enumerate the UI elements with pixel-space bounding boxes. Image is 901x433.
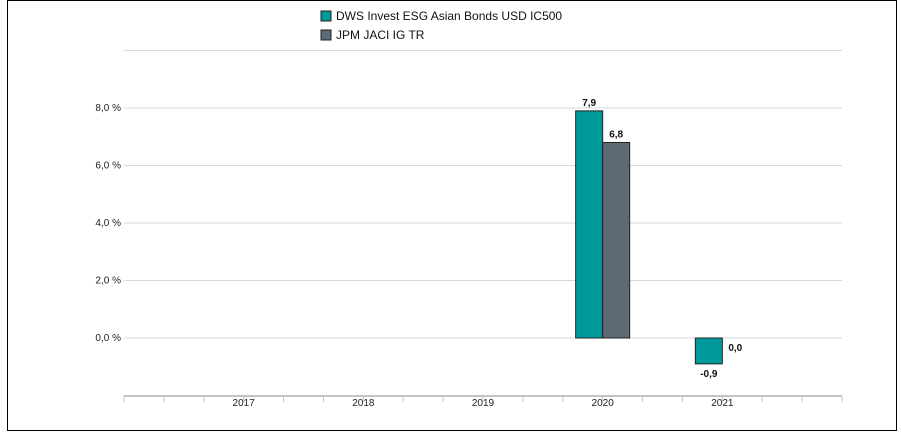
legend-swatch-jpm: [320, 29, 332, 41]
bar-2020-series-0: [575, 110, 604, 339]
y-tick-label: 2,0 %: [95, 276, 121, 287]
x-tick-label: 2017: [233, 398, 256, 409]
data-label-2020-series-1: 6,8: [609, 130, 623, 141]
y-tick-label: 0,0 %: [95, 333, 121, 344]
bar-2021-series-0: [694, 337, 723, 365]
y-tick-label: 4,0 %: [95, 218, 121, 229]
x-tick-label: 2020: [592, 398, 615, 409]
legend-swatch-dws: [320, 10, 332, 22]
grid-lines: [124, 50, 842, 339]
y-axis: 0,0 % 2,0 % 4,0 % 6,0 % 8,0 %: [95, 103, 121, 344]
data-label-2020-series-0: 7,9: [582, 98, 596, 109]
chart-frame: [7, 0, 897, 431]
x-tick-label: 2019: [472, 398, 495, 409]
data-label-2021-series-0: -0,9: [700, 369, 718, 380]
x-axis: 2017 2018 2019 2020 2021: [123, 395, 843, 409]
x-tick-label: 2021: [711, 398, 734, 409]
y-tick-label: 6,0 %: [95, 161, 121, 172]
bars: 7,9 6,8 -0,9 0,0: [575, 98, 743, 380]
legend-label-jpm: JPM JACI IG TR: [336, 28, 425, 42]
legend-label-dws: DWS Invest ESG Asian Bonds USD IC500: [336, 9, 562, 23]
data-label-2021-series-1: 0,0: [728, 343, 742, 354]
y-tick-label: 8,0 %: [95, 103, 121, 114]
legend: DWS Invest ESG Asian Bonds USD IC500 JPM…: [320, 9, 562, 42]
x-tick-label: 2018: [352, 398, 375, 409]
bar-2020-series-1: [602, 142, 631, 339]
